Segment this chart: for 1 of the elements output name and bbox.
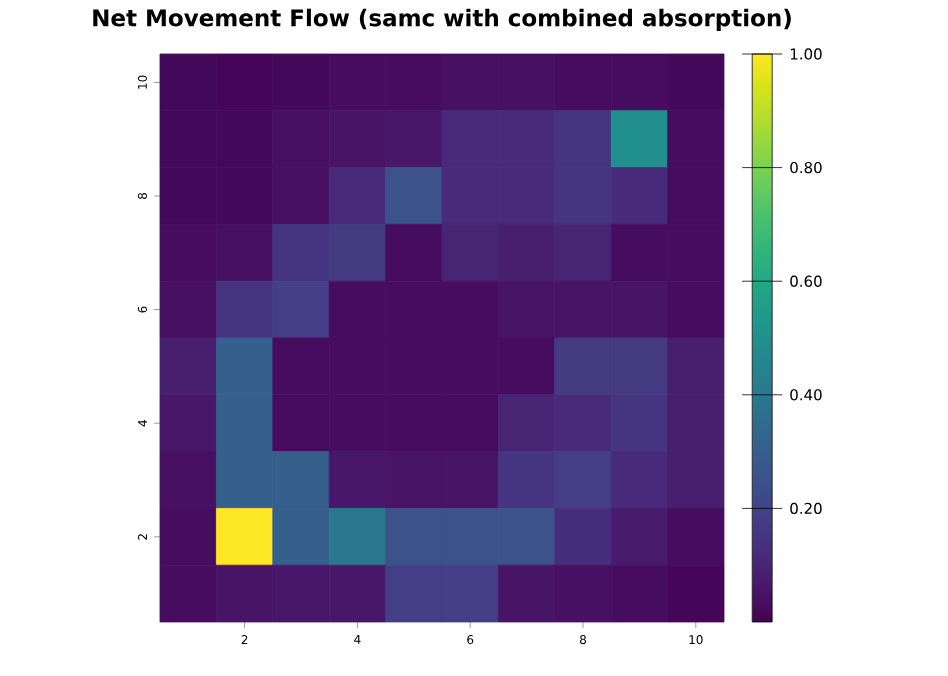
chart-title: Net Movement Flow (samc with combined absorption) bbox=[93, 8, 791, 31]
